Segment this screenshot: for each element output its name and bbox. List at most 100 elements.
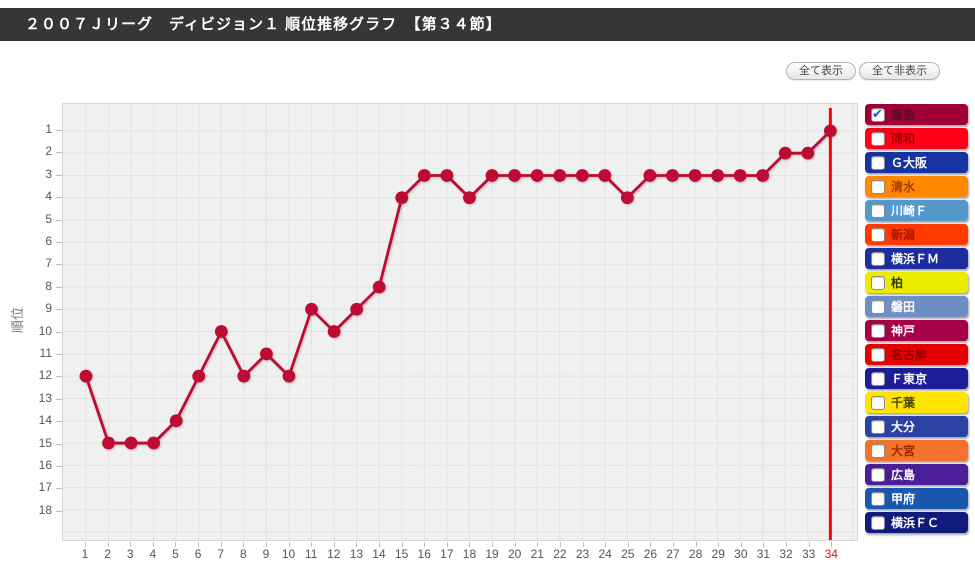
x-axis-label: 13 (349, 547, 364, 561)
legend-item-kofu[interactable]: 甲府 (865, 488, 968, 509)
y-axis-tick (56, 354, 62, 355)
team-legend: ✔ 鹿島浦和 Ｇ大阪清水川崎Ｆ 新潟横浜ＦＭ 柏磐田神戸名古屋 Ｆ東京千葉大分大宮広島甲府… (865, 104, 968, 536)
x-axis-tick (107, 542, 109, 547)
legend-team-name: 大分 (891, 420, 916, 434)
legend-item-hiroshima[interactable]: 広島 (865, 464, 968, 485)
legend-team-name: 川崎Ｆ (891, 204, 928, 218)
legend-item-niigata[interactable]: 新潟 (865, 224, 968, 245)
hide-all-button[interactable]: 全て非表示 (859, 62, 940, 80)
legend-checkbox-f-tokyo[interactable] (871, 371, 885, 386)
legend-item-nagoya[interactable]: 名古屋 (865, 344, 968, 365)
legend-checkbox-yokohama-fm[interactable] (871, 251, 885, 266)
x-axis-label: 11 (304, 547, 318, 561)
x-axis-label: 14 (372, 547, 386, 561)
y-axis-label: 10 (38, 323, 52, 338)
x-axis-tick (537, 542, 539, 547)
data-point (756, 169, 770, 182)
data-point (192, 369, 206, 383)
data-point (372, 280, 386, 294)
x-axis-tick (514, 542, 516, 547)
legend-checkbox-omiya[interactable] (871, 443, 885, 458)
legend-item-f-tokyo[interactable]: Ｆ東京 (865, 368, 968, 389)
y-axis-label: 17 (38, 480, 52, 495)
x-axis-tick (401, 542, 403, 547)
data-point (79, 369, 93, 383)
x-axis-label: 18 (462, 547, 477, 561)
show-all-button[interactable]: 全て表示 (786, 62, 856, 80)
x-axis-tick (763, 542, 765, 547)
legend-checkbox-kashiwa[interactable] (871, 275, 885, 290)
x-axis-tick (333, 542, 335, 547)
data-point (598, 169, 612, 182)
legend-checkbox-urawa[interactable] (871, 131, 885, 146)
legend-checkbox-niigata[interactable] (871, 227, 885, 242)
legend-item-shimizu[interactable]: 清水 (865, 176, 968, 197)
x-axis-tick (152, 542, 154, 547)
data-point (530, 169, 544, 182)
legend-team-name: 清水 (891, 180, 916, 194)
legend-checkbox-nagoya[interactable] (871, 347, 885, 362)
legend-checkbox-hiroshima[interactable] (871, 467, 885, 482)
legend-checkbox-yokohama-fc[interactable] (871, 515, 885, 530)
legend-item-kashiwa[interactable]: 柏 (865, 272, 968, 293)
y-axis-label: 16 (38, 458, 52, 472)
data-point (260, 347, 273, 361)
y-axis-tick (56, 466, 62, 467)
x-axis-label: 26 (643, 547, 658, 561)
legend-team-name: 千葉 (891, 396, 916, 410)
y-axis-label: 15 (38, 435, 52, 450)
legend-checkbox-chiba[interactable] (871, 395, 885, 410)
x-axis-label: 21 (530, 547, 544, 561)
x-axis-tick (220, 542, 222, 547)
legend-item-omiya[interactable]: 大宮 (865, 440, 968, 461)
legend-item-yokohama-fm[interactable]: 横浜ＦＭ (865, 248, 968, 269)
y-axis-label: 2 (45, 144, 52, 159)
data-point (666, 169, 679, 182)
x-axis-tick (424, 542, 426, 547)
y-axis-tick (56, 219, 62, 221)
x-axis-tick (378, 542, 380, 547)
x-axis-tick (786, 542, 788, 547)
x-axis-tick (288, 542, 290, 547)
legend-item-urawa[interactable]: 浦和 (865, 128, 968, 149)
legend-item-kawasaki-f[interactable]: 川崎Ｆ (865, 200, 968, 221)
legend-checkbox-kawasaki-f[interactable] (871, 203, 885, 218)
legend-item-kashima[interactable]: ✔ 鹿島 (865, 104, 968, 125)
y-axis-label: 6 (45, 234, 52, 248)
legend-item-chiba[interactable]: 千葉 (865, 392, 968, 413)
y-axis-label: 3 (45, 166, 52, 181)
x-axis-tick (718, 542, 720, 547)
data-point (440, 169, 454, 182)
y-axis-label: 8 (45, 278, 52, 293)
legend-item-g-osaka[interactable]: Ｇ大阪 (865, 152, 968, 173)
gridlines (63, 104, 857, 540)
legend-team-name: 磐田 (891, 300, 916, 314)
x-axis-tick (85, 542, 86, 547)
legend-checkbox-kobe[interactable] (871, 323, 885, 338)
title-bar: ２００７Ｊリーグ ディビジョン１ 順位推移グラフ 【第３４節】 (0, 8, 975, 41)
y-axis-tick (56, 443, 62, 445)
x-axis-tick (740, 542, 742, 547)
legend-checkbox-g-osaka[interactable] (871, 155, 885, 170)
legend-item-oita[interactable]: 大分 (865, 416, 968, 437)
legend-checkbox-shimizu[interactable] (871, 179, 885, 194)
y-axis-tick (56, 421, 62, 423)
x-axis-label: 1 (81, 547, 89, 561)
legend-team-name: Ｇ大阪 (891, 156, 928, 170)
legend-item-iwata[interactable]: 磐田 (865, 296, 968, 317)
legend-item-kobe[interactable]: 神戸 (865, 320, 968, 341)
legend-checkbox-kofu[interactable] (871, 491, 885, 506)
x-axis-tick (808, 542, 810, 547)
y-axis-tick (56, 286, 62, 288)
checkmark-icon: ✔ (872, 105, 883, 121)
data-point (575, 169, 589, 182)
x-axis-label: 29 (711, 547, 725, 561)
x-axis-label: 16 (417, 547, 431, 561)
legend-team-name: Ｆ東京 (891, 372, 928, 386)
legend-item-yokohama-fc[interactable]: 横浜ＦＣ (865, 512, 968, 533)
data-point (147, 436, 161, 450)
legend-checkbox-kashima[interactable]: ✔ (871, 105, 885, 122)
legend-checkbox-iwata[interactable] (871, 299, 885, 314)
legend-checkbox-oita[interactable] (871, 419, 885, 434)
x-axis-tick (672, 542, 674, 547)
